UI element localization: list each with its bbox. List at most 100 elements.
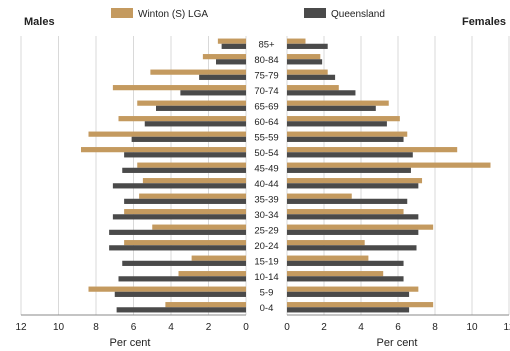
bar-female-queensland <box>287 59 323 65</box>
bar-female-queensland <box>287 276 404 282</box>
bar-male-queensland <box>131 136 246 142</box>
right-tick-label: 2 <box>321 322 327 333</box>
bar-female-winton <box>287 193 352 199</box>
bar-male-winton <box>178 271 246 277</box>
legend: Winton (S) LGA Queensland <box>111 8 385 20</box>
bar-male-queensland <box>180 90 246 96</box>
bar-male-queensland <box>221 43 246 49</box>
bar-male-queensland <box>156 105 246 111</box>
bar-female-winton <box>287 271 384 277</box>
age-group-label: 40-44 <box>254 179 278 190</box>
bar-female-queensland <box>287 90 356 96</box>
bar-male-queensland <box>114 291 246 297</box>
age-group-label: 75-79 <box>254 70 278 81</box>
left-tick-label: 6 <box>131 322 137 333</box>
bar-female-queensland <box>287 183 419 189</box>
age-group-label: 55-59 <box>254 132 278 143</box>
right-tick-label: 6 <box>395 322 401 333</box>
age-group-label: 0-4 <box>260 303 274 314</box>
bar-male-queensland <box>122 167 246 173</box>
bar-female-winton <box>287 302 434 308</box>
left-tick-label: 2 <box>206 322 212 333</box>
bar-male-queensland <box>124 198 246 204</box>
tick-labels: 12 10 8 6 4 2 0 0 2 4 6 8 10 12 <box>15 322 510 333</box>
age-group-label: 60-64 <box>254 117 278 128</box>
bar-female-winton <box>287 116 400 122</box>
bar-male-queensland <box>109 245 246 251</box>
bar-female-winton <box>287 131 408 137</box>
bar-female-queensland <box>287 136 404 142</box>
bar-male-winton <box>217 38 246 44</box>
bar-male-winton <box>142 178 246 184</box>
bar-female-winton <box>287 255 369 261</box>
bar-male-queensland <box>124 152 246 158</box>
age-group-label: 20-24 <box>254 241 278 252</box>
bar-female-queensland <box>287 121 387 127</box>
legend-swatch-queensland <box>304 8 326 18</box>
bar-female-winton <box>287 54 321 60</box>
bar-male-winton <box>191 255 246 261</box>
age-group-label: 15-19 <box>254 256 278 267</box>
bar-male-queensland <box>112 214 246 220</box>
bar-male-queensland <box>122 260 246 266</box>
age-group-label: 10-14 <box>254 272 278 283</box>
bar-female-winton <box>287 85 339 91</box>
bar-female-queensland <box>287 167 411 173</box>
age-group-label: 35-39 <box>254 194 278 205</box>
bar-female-queensland <box>287 198 408 204</box>
bar-male-winton <box>124 240 246 246</box>
bar-female-queensland <box>287 74 336 80</box>
bar-male-winton <box>137 162 246 168</box>
bar-female-winton <box>287 147 458 153</box>
bar-male-winton <box>139 193 246 199</box>
bar-male-queensland <box>116 307 246 313</box>
bar-male-winton <box>124 209 246 215</box>
left-tick-label: 10 <box>53 322 65 333</box>
bar-female-winton <box>287 100 389 106</box>
age-group-label: 85+ <box>258 39 275 50</box>
right-tick-label: 4 <box>358 322 364 333</box>
bar-male-winton <box>137 100 246 106</box>
age-group-label: 25-29 <box>254 225 278 236</box>
bar-female-winton <box>287 178 423 184</box>
right-tick-label: 12 <box>503 322 510 333</box>
right-tick-label: 10 <box>466 322 478 333</box>
category-labels: 85+ 80-84 75-79 70-74 65-69 60-64 55-59 50-54 45… <box>254 39 278 314</box>
legend-swatch-winton <box>111 8 133 18</box>
age-group-label: 5-9 <box>260 287 274 298</box>
age-group-label: 65-69 <box>254 101 278 112</box>
age-group-label: 30-34 <box>254 210 278 221</box>
bar-male-winton <box>202 54 246 60</box>
legend-label-queensland: Queensland <box>331 9 385 20</box>
bar-male-queensland <box>112 183 246 189</box>
bar-male-queensland <box>109 229 246 235</box>
bar-female-queensland <box>287 260 404 266</box>
bar-male-winton <box>88 286 246 292</box>
bars-group <box>81 38 491 313</box>
bar-female-winton <box>287 162 491 168</box>
age-group-label: 80-84 <box>254 55 278 66</box>
males-title: Males <box>24 16 55 28</box>
bar-female-winton <box>287 240 365 246</box>
bar-male-winton <box>81 147 246 153</box>
bar-female-winton <box>287 224 434 230</box>
bar-female-queensland <box>287 43 328 49</box>
age-group-label: 70-74 <box>254 86 278 97</box>
bar-male-winton <box>152 224 246 230</box>
right-tick-label: 8 <box>432 322 438 333</box>
bar-female-queensland <box>287 307 410 313</box>
legend-label-winton: Winton (S) LGA <box>138 9 208 20</box>
left-tick-label: 12 <box>15 322 27 333</box>
bar-male-winton <box>165 302 246 308</box>
females-title: Females <box>462 16 506 28</box>
left-x-axis-label: Per cent <box>110 337 151 349</box>
left-tick-label: 4 <box>168 322 174 333</box>
bar-male-winton <box>150 69 246 75</box>
age-group-label: 50-54 <box>254 148 278 159</box>
bar-female-queensland <box>287 105 376 111</box>
bar-female-queensland <box>287 152 413 158</box>
bar-male-winton <box>112 85 246 91</box>
right-tick-label: 0 <box>284 322 290 333</box>
bar-male-queensland <box>144 121 246 127</box>
